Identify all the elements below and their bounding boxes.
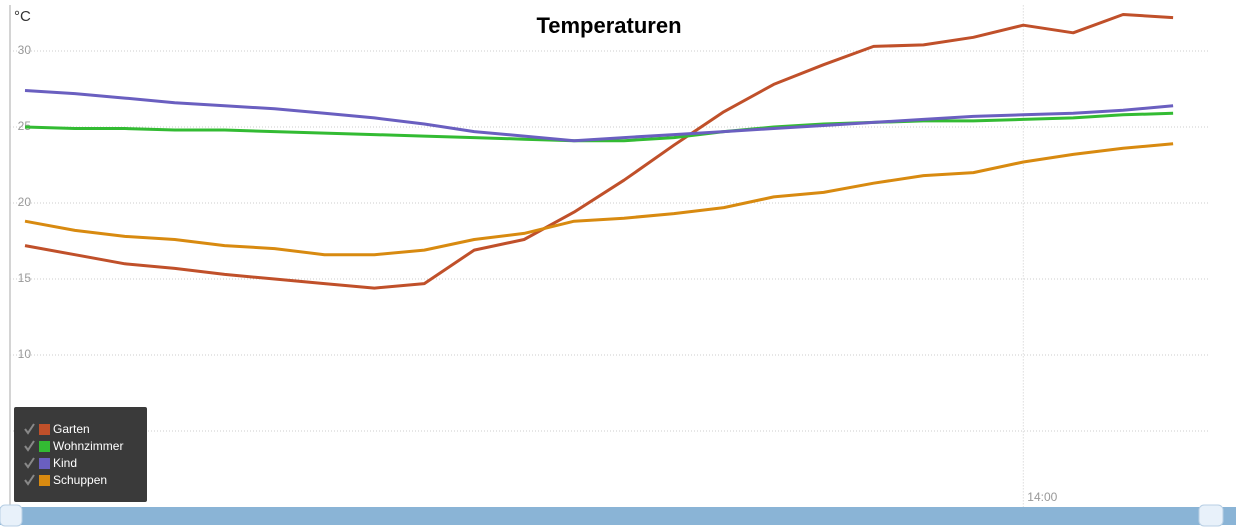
legend-label[interactable]: Garten (53, 422, 90, 436)
x-tick-label: 14:00 (1027, 490, 1057, 504)
legend-label[interactable]: Kind (53, 456, 77, 470)
legend-label[interactable]: Schuppen (53, 473, 107, 487)
series-line (24, 142, 1174, 257)
legend-check[interactable] (24, 440, 35, 452)
series-line (24, 89, 1174, 143)
y-tick-label: 30 (18, 43, 32, 57)
y-unit: °C (14, 8, 31, 25)
y-tick-label: 25 (18, 119, 32, 133)
series-line (24, 13, 1174, 290)
y-tick-label: 10 (18, 347, 32, 361)
range-slider-track[interactable] (0, 507, 1236, 525)
legend-check[interactable] (24, 457, 35, 469)
range-slider-handle[interactable] (0, 504, 23, 527)
legend-swatch[interactable] (39, 441, 50, 452)
y-tick-label: 20 (18, 195, 32, 209)
y-tick-label: 15 (18, 271, 32, 285)
series-line (24, 111, 1174, 143)
legend: Garten Wohnzimmer Kind Schuppen (14, 407, 147, 502)
legend-swatch[interactable] (39, 475, 50, 486)
legend-swatch[interactable] (39, 424, 50, 435)
legend-swatch[interactable] (39, 458, 50, 469)
legend-check[interactable] (24, 474, 35, 486)
range-slider-handle[interactable] (1198, 504, 1224, 527)
chart-title: Temperaturen (536, 13, 681, 38)
legend-check[interactable] (24, 423, 35, 435)
legend-label[interactable]: Wohnzimmer (53, 439, 123, 453)
